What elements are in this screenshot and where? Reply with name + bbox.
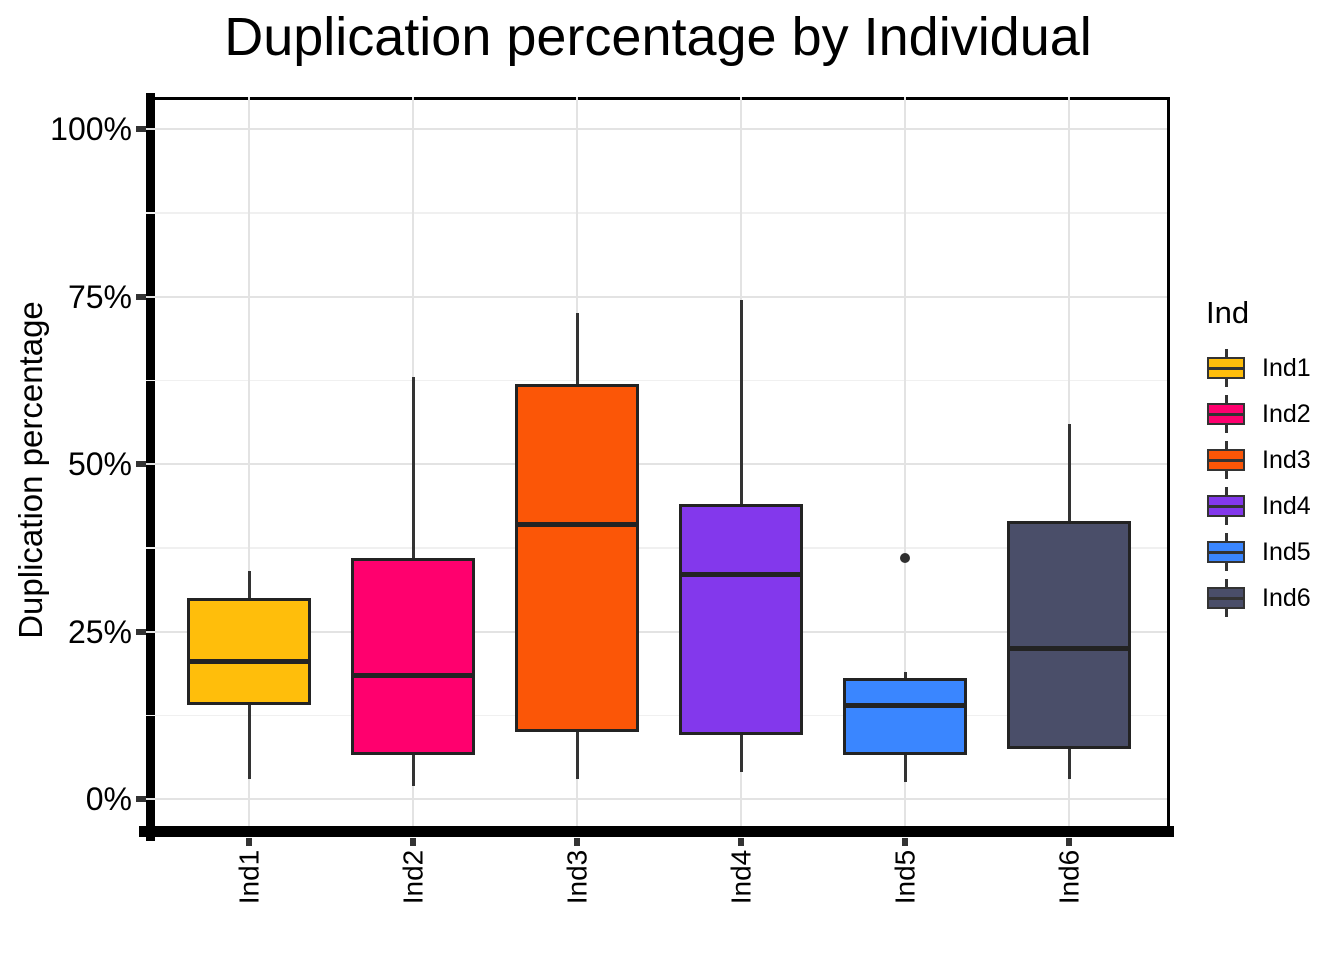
legend-key-median	[1207, 412, 1245, 416]
x-axis-tick	[574, 838, 580, 846]
legend-label: Ind5	[1262, 537, 1311, 566]
legend-label: Ind4	[1262, 491, 1311, 520]
x-axis-tick-label: Ind6	[1053, 849, 1084, 905]
legend-key-boxplot-icon	[1206, 579, 1246, 617]
plot-panel: Ind1 Ind2 Ind3 Ind4 Ind5 Ind6	[136, 93, 1174, 904]
box-Ind5	[843, 678, 967, 756]
x-axis-tick	[902, 838, 908, 846]
legend-key-median	[1207, 596, 1245, 600]
gridline-major	[146, 630, 1167, 633]
y-axis-tick	[136, 293, 146, 300]
median-Ind6	[1007, 645, 1131, 651]
x-axis-tick-label: Ind4	[725, 849, 756, 905]
legend-title: Ind	[1206, 295, 1250, 330]
legend-label: Ind3	[1262, 445, 1311, 474]
x-axis-tick	[410, 838, 416, 846]
legend-entry-Ind3: Ind3	[1206, 441, 1344, 479]
box-Ind3	[515, 383, 639, 732]
box-Ind4	[679, 504, 803, 736]
y-axis-tick	[136, 126, 146, 132]
legend-entry-Ind6: Ind6	[1206, 579, 1344, 617]
x-axis-line	[139, 826, 1174, 837]
legend-key-boxplot-icon	[1206, 395, 1246, 433]
x-axis-tick	[738, 838, 744, 846]
gridline-minor	[146, 379, 1167, 381]
legend-key-median	[1207, 550, 1245, 554]
legend-key-boxplot-icon	[1206, 349, 1246, 387]
outlier-Ind5	[900, 552, 910, 563]
y-axis-tick-label: 25%	[67, 613, 132, 650]
gridline-minor	[146, 212, 1167, 214]
gridline-minor	[146, 547, 1167, 549]
y-axis-line	[146, 93, 155, 841]
gridline-minor	[146, 714, 1167, 716]
gridline-major	[146, 295, 1167, 298]
y-axis-tick	[136, 796, 146, 802]
gridline-vertical	[248, 97, 250, 826]
median-Ind1	[187, 659, 311, 665]
legend-key-boxplot-icon	[1206, 487, 1246, 525]
chart-title: Duplication percentage by Individual	[224, 7, 1092, 67]
box-Ind2	[351, 557, 475, 756]
median-Ind3	[515, 521, 639, 527]
x-axis-tick-label: Ind5	[889, 849, 920, 905]
box-Ind1	[187, 598, 311, 706]
legend-label: Ind2	[1262, 399, 1311, 428]
legend-label: Ind6	[1262, 583, 1311, 612]
gridline-major	[146, 128, 1167, 130]
y-axis-tick-label: 75%	[67, 278, 132, 315]
median-Ind4	[679, 572, 803, 578]
y-axis-tick-label: 100%	[50, 111, 132, 147]
y-axis-tick-label: 50%	[67, 446, 132, 482]
median-Ind2	[351, 672, 475, 678]
legend-key-boxplot-icon	[1206, 441, 1246, 479]
legend-key-boxplot-icon	[1206, 533, 1246, 571]
x-axis-tick-label: Ind3	[561, 849, 592, 905]
legend-label: Ind1	[1262, 353, 1311, 382]
x-axis-tick	[1066, 838, 1072, 846]
y-axis-tick-label: 0%	[85, 781, 132, 817]
x-axis-tick	[246, 838, 252, 846]
gridline-major	[146, 463, 1167, 465]
median-Ind5	[843, 702, 967, 708]
legend: Ind Ind1 Ind2 Ind3 Ind4 Ind5 Ind6	[1206, 294, 1344, 617]
legend-entry-Ind5: Ind5	[1206, 533, 1344, 571]
gridline-vertical	[904, 97, 906, 826]
box-Ind6	[1007, 520, 1131, 749]
x-axis-tick-label: Ind1	[233, 849, 264, 905]
legend-entry-Ind4: Ind4	[1206, 487, 1344, 525]
legend-entry-Ind1: Ind1	[1206, 349, 1344, 387]
legend-key-median	[1207, 504, 1245, 508]
legend-key-median	[1207, 366, 1245, 370]
panel-border-top	[146, 97, 1170, 100]
panel-border-right	[1167, 97, 1170, 829]
legend-items: Ind1 Ind2 Ind3 Ind4 Ind5 Ind6	[1206, 349, 1344, 617]
y-axis-tick	[136, 461, 146, 467]
y-axis-tick	[136, 628, 146, 635]
gridline-major	[146, 798, 1167, 800]
legend-key-median	[1207, 458, 1245, 462]
legend-entry-Ind2: Ind2	[1206, 395, 1344, 433]
x-axis-tick-label: Ind2	[397, 849, 428, 905]
